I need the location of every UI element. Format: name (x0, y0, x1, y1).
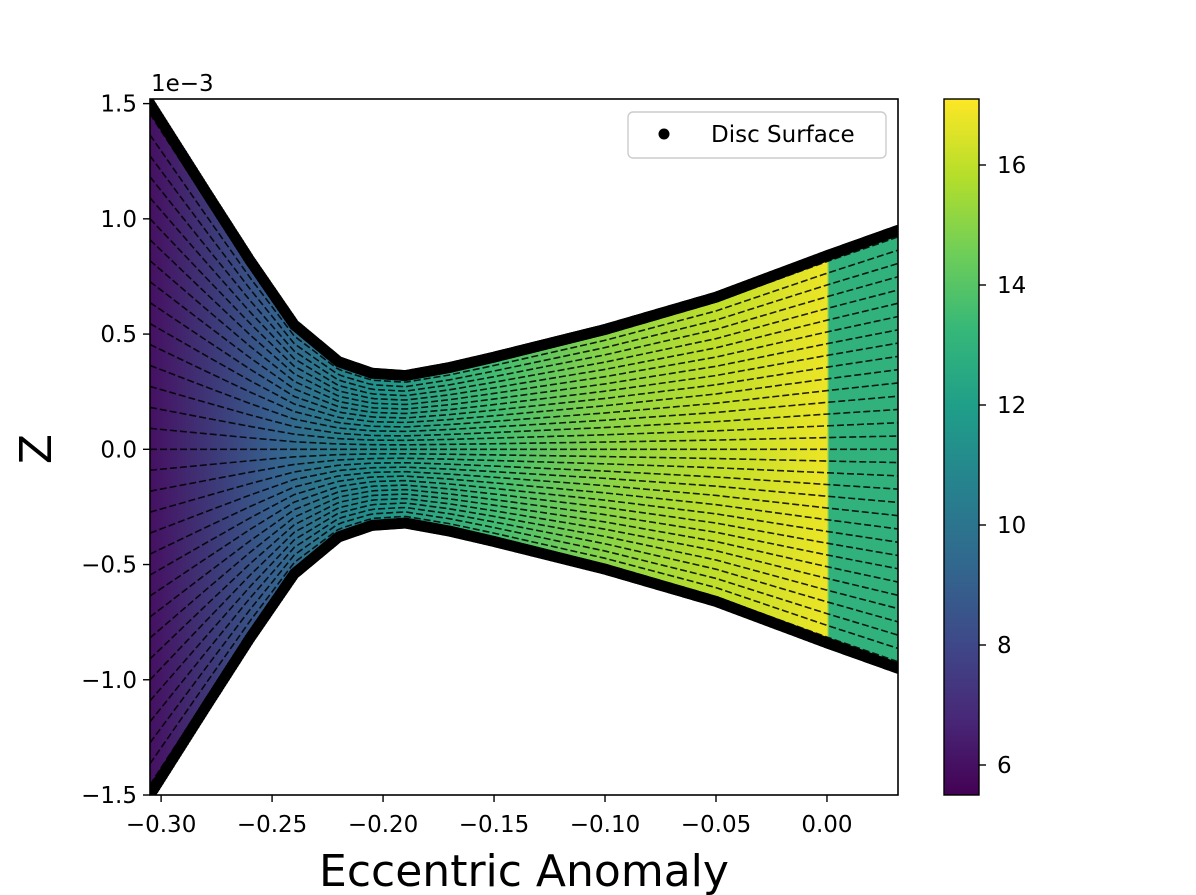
colorbar-tick-label: 16 (997, 153, 1026, 179)
streamline (150, 260, 898, 410)
legend-label-disc-surface: Disc Surface (711, 122, 855, 148)
streamline (150, 497, 898, 681)
streamline (150, 155, 898, 388)
y-axis: −1.5 −1.0 −0.5 0.0 0.5 1.0 1.5 (81, 92, 150, 809)
plot-frame (149, 98, 899, 796)
streamline (150, 461, 898, 513)
legend-marker-disc-surface (658, 128, 670, 140)
streamline (150, 502, 898, 702)
colorbar-tick-label: 6 (997, 753, 1012, 779)
x-tick-label: −0.25 (237, 812, 307, 838)
streamline (150, 511, 898, 744)
streamline (150, 218, 898, 401)
colorbar-tick-label: 12 (997, 393, 1026, 419)
disc-surface-point (892, 662, 898, 674)
streamline (150, 484, 898, 618)
streamline (150, 343, 898, 428)
streamline (150, 134, 898, 383)
disc-surface-point (892, 224, 898, 236)
streamline (150, 515, 898, 765)
streamline (150, 466, 898, 534)
streamline (150, 281, 898, 415)
streamline (150, 301, 898, 419)
streamline (150, 475, 898, 576)
streamline (150, 506, 898, 723)
y-tick-label: 0.0 (100, 437, 137, 463)
streamline (150, 493, 898, 660)
streamline (150, 488, 898, 639)
y-axis-label: Z (11, 434, 62, 464)
x-tick-label: −0.30 (126, 812, 196, 838)
y-tick-label: −1.0 (81, 668, 137, 694)
colorbar-ticks: 6 8 10 12 14 16 (979, 153, 1026, 779)
streamline (150, 427, 898, 446)
plot-area (149, 98, 899, 796)
streamline (150, 176, 898, 392)
y-tick-label: 0.5 (100, 322, 137, 348)
x-axis-label: Eccentric Anomaly (319, 846, 729, 895)
y-tick-label: −1.5 (81, 783, 137, 809)
streamline (150, 452, 898, 472)
colorbar-tick-label: 14 (997, 273, 1026, 299)
streamline (150, 457, 898, 493)
streamline (150, 364, 898, 433)
x-tick-label: −0.15 (459, 812, 529, 838)
y-tick-label: 1.5 (100, 92, 137, 118)
streamline (150, 322, 898, 424)
x-tick-label: −0.20 (348, 812, 418, 838)
legend: Disc Surface (627, 111, 887, 159)
y-offset-label: 1e−3 (151, 71, 214, 97)
streamline (150, 479, 898, 597)
streamline (150, 385, 898, 437)
x-tick-label: 0.00 (801, 812, 852, 838)
y-tick-label: −0.5 (81, 553, 137, 579)
streamline (150, 239, 898, 406)
streamlines (150, 113, 898, 786)
y-tick-label: 1.0 (100, 207, 137, 233)
legend-box (627, 111, 887, 159)
colorbar: 6 8 10 12 14 16 (943, 98, 1026, 796)
colorbar-tick-label: 10 (997, 513, 1026, 539)
x-tick-label: −0.10 (570, 812, 640, 838)
colorbar-gradient (943, 98, 980, 796)
x-tick-label: −0.05 (681, 812, 751, 838)
x-axis: −0.30 −0.25 −0.20 −0.15 −0.10 −0.05 0.00 (126, 795, 853, 838)
streamline (150, 470, 898, 555)
streamline (150, 197, 898, 397)
disc-surface-points (150, 99, 898, 795)
colorbar-tick-label: 8 (997, 633, 1012, 659)
streamline (150, 406, 898, 442)
